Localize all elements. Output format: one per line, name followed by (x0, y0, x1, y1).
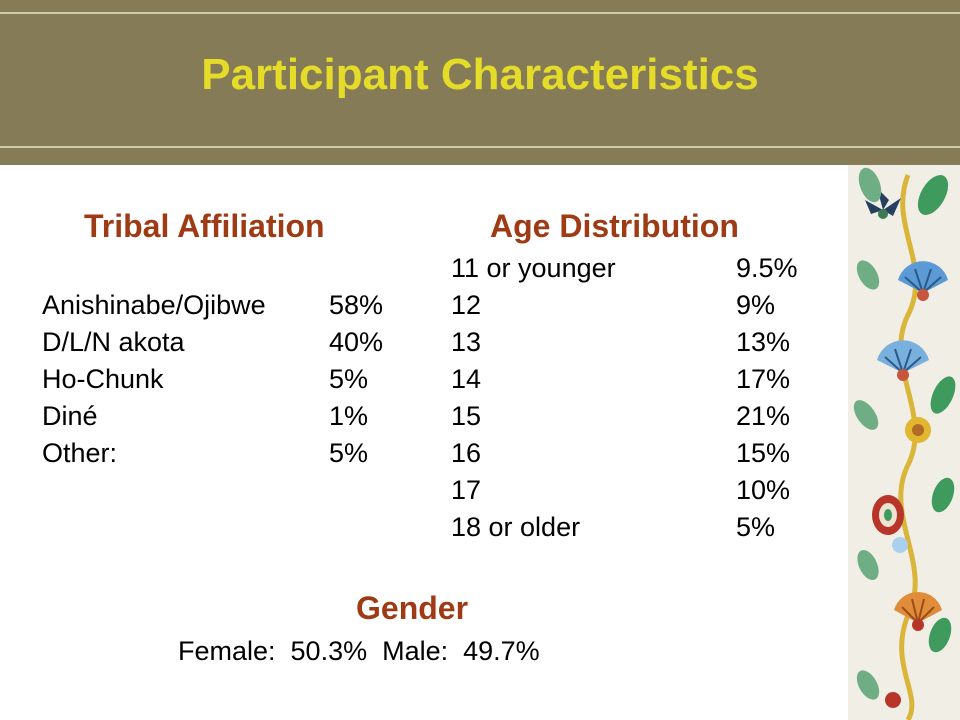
age-row-label: 14 (451, 364, 482, 394)
age-row-label: 18 or older (451, 512, 581, 542)
age-row-value: 15% (736, 438, 791, 468)
banner-rule-top (0, 12, 960, 14)
age-row-label: 17 (451, 475, 482, 505)
tribal-row-label: D/L/N akota (42, 327, 185, 357)
gender-values: Female: 50.3% Male: 49.7% (178, 636, 540, 666)
age-row-label: 15 (451, 401, 482, 431)
age-row-value: 17% (736, 364, 791, 394)
age-row-value: 5% (736, 512, 776, 542)
tribal-row-label: Anishinabe/Ojibwe (42, 290, 266, 320)
age-row-value: 9.5% (736, 253, 798, 283)
tribal-row-value: 58% (329, 290, 384, 320)
banner-rule-bottom (0, 146, 960, 148)
title-banner (0, 0, 960, 165)
floral-beadwork-border-icon (848, 165, 960, 720)
tribal-row-value: 5% (329, 438, 369, 468)
tribal-row-label: Ho-Chunk (42, 364, 164, 394)
age-row-value: 13% (736, 327, 791, 357)
tribal-row-value: 5% (329, 364, 369, 394)
tribal-row-value: 1% (329, 401, 369, 431)
age-row-label: 16 (451, 438, 482, 468)
tribal-heading: Tribal Affiliation (84, 208, 325, 244)
age-row-value: 10% (736, 475, 791, 505)
tribal-row-label: Other: (42, 438, 118, 468)
age-heading: Age Distribution (490, 208, 739, 244)
age-row-label: 13 (451, 327, 482, 357)
slide-title: Participant Characteristics (201, 50, 759, 99)
age-row-value: 21% (736, 401, 791, 431)
age-row-label: 11 or younger (451, 253, 616, 283)
tribal-row-label: Diné (42, 401, 98, 431)
tribal-row-value: 40% (329, 327, 384, 357)
age-row-label: 12 (451, 290, 482, 320)
gender-heading: Gender (356, 590, 469, 626)
age-row-value: 9% (736, 290, 776, 320)
